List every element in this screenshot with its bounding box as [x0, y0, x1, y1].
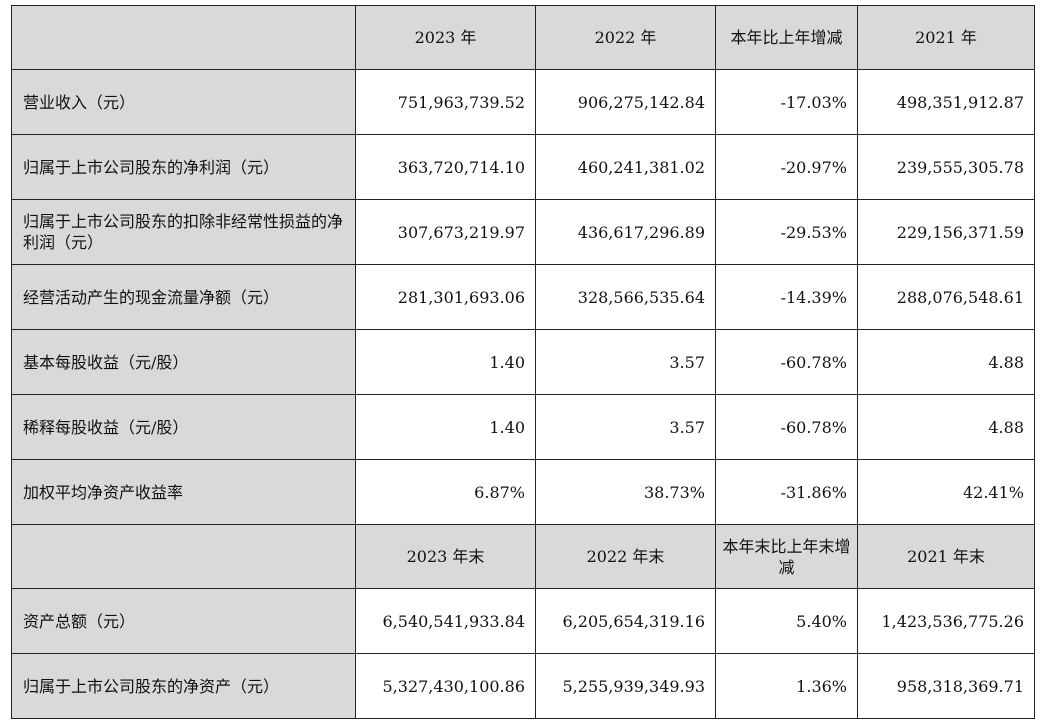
header-2022-end: 2022 年末 — [535, 524, 716, 589]
header-label-cell — [11, 5, 356, 70]
table-cell: 460,241,381.02 — [535, 134, 716, 200]
table-row: 归属于上市公司股东的净利润（元） 363,720,714.10 460,241,… — [11, 134, 1035, 200]
header-row: 2023 年 2022 年 本年比上年增减 2021 年 — [11, 5, 1035, 70]
row-label: 归属于上市公司股东的净资产（元） — [11, 653, 356, 719]
row-label: 稀释每股收益（元/股） — [11, 394, 356, 460]
table-cell: 38.73% — [535, 459, 716, 525]
table-cell: 5.40% — [715, 588, 858, 654]
table-cell: 5,255,939,349.93 — [535, 653, 716, 719]
table-cell: 328,566,535.64 — [535, 264, 716, 330]
table-cell: 3.57 — [535, 394, 716, 460]
table-cell: 436,617,296.89 — [535, 199, 716, 265]
table-cell: 958,318,369.71 — [857, 653, 1035, 719]
row-label: 基本每股收益（元/股） — [11, 329, 356, 395]
row-label: 营业收入（元） — [11, 69, 356, 135]
table-cell: 307,673,219.97 — [355, 199, 536, 265]
table-cell: -31.86% — [715, 459, 858, 525]
row-label: 归属于上市公司股东的扣除非经常性损益的净利润（元） — [11, 199, 356, 265]
header-row-year-end: 2023 年末 2022 年末 本年末比上年末增减 2021 年末 — [11, 524, 1035, 589]
table-cell: -20.97% — [715, 134, 858, 200]
header-2023: 2023 年 — [355, 5, 536, 70]
table-cell: 42.41% — [857, 459, 1035, 525]
table-row: 营业收入（元） 751,963,739.52 906,275,142.84 -1… — [11, 69, 1035, 135]
header-change-end: 本年末比上年末增减 — [715, 524, 858, 589]
row-label: 资产总额（元） — [11, 588, 356, 654]
table-cell: 288,076,548.61 — [857, 264, 1035, 330]
header-label-cell — [11, 524, 356, 589]
row-label: 经营活动产生的现金流量净额（元） — [11, 264, 356, 330]
row-label: 归属于上市公司股东的净利润（元） — [11, 134, 356, 200]
table-cell: 6.87% — [355, 459, 536, 525]
header-2023-end: 2023 年末 — [355, 524, 536, 589]
table-row: 加权平均净资产收益率 6.87% 38.73% -31.86% 42.41% — [11, 459, 1035, 525]
table-cell: 281,301,693.06 — [355, 264, 536, 330]
table-cell: -14.39% — [715, 264, 858, 330]
table-cell: 6,205,654,319.16 — [535, 588, 716, 654]
table-cell: -17.03% — [715, 69, 858, 135]
table-row: 基本每股收益（元/股） 1.40 3.57 -60.78% 4.88 — [11, 329, 1035, 395]
table-cell: -29.53% — [715, 199, 858, 265]
table-row: 经营活动产生的现金流量净额（元） 281,301,693.06 328,566,… — [11, 264, 1035, 330]
table-row: 稀释每股收益（元/股） 1.40 3.57 -60.78% 4.88 — [11, 394, 1035, 460]
header-2022: 2022 年 — [535, 5, 716, 70]
table-row: 归属于上市公司股东的扣除非经常性损益的净利润（元） 307,673,219.97… — [11, 199, 1035, 265]
table-cell: -60.78% — [715, 329, 858, 395]
table-cell: 751,963,739.52 — [355, 69, 536, 135]
row-label: 加权平均净资产收益率 — [11, 459, 356, 525]
table-cell: 5,327,430,100.86 — [355, 653, 536, 719]
header-2021-end: 2021 年末 — [857, 524, 1035, 589]
table-cell: 1.40 — [355, 329, 536, 395]
table-cell: 4.88 — [857, 329, 1035, 395]
table-cell: 4.88 — [857, 394, 1035, 460]
table-cell: 3.57 — [535, 329, 716, 395]
table-cell: 906,275,142.84 — [535, 69, 716, 135]
table-cell: 6,540,541,933.84 — [355, 588, 536, 654]
table-cell: 1.40 — [355, 394, 536, 460]
table-cell: 1.36% — [715, 653, 858, 719]
table-cell: 239,555,305.78 — [857, 134, 1035, 200]
table-cell: 1,423,536,775.26 — [857, 588, 1035, 654]
financial-summary-table: 2023 年 2022 年 本年比上年增减 2021 年 营业收入（元） 751… — [11, 5, 1035, 719]
table-row: 资产总额（元） 6,540,541,933.84 6,205,654,319.1… — [11, 588, 1035, 654]
header-2021: 2021 年 — [857, 5, 1035, 70]
table-row: 归属于上市公司股东的净资产（元） 5,327,430,100.86 5,255,… — [11, 653, 1035, 719]
table-cell: 363,720,714.10 — [355, 134, 536, 200]
table-cell: -60.78% — [715, 394, 858, 460]
table-cell: 229,156,371.59 — [857, 199, 1035, 265]
header-change: 本年比上年增减 — [715, 5, 858, 70]
table-cell: 498,351,912.87 — [857, 69, 1035, 135]
